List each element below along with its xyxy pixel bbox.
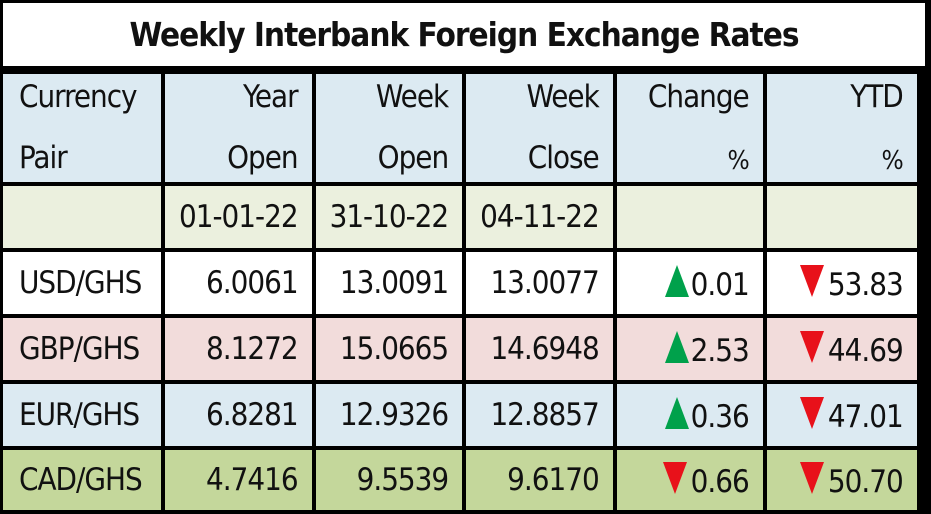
down-arrow-icon (799, 331, 824, 363)
table-row: USD/GHS 6.0061 13.0091 13.0077 0.01 53.8… (3, 252, 917, 314)
header-row: Currency Pair Year Open Week Open Week Close… (3, 74, 917, 182)
change-cell: 0.36 (616, 384, 763, 446)
up-arrow-icon (664, 331, 689, 363)
table-row: CAD/GHS 4.7416 9.5539 9.6170 0.66 50.70 (3, 450, 917, 510)
year-open-cell: 4.7416 (165, 450, 312, 510)
week-open-cell: 13.0091 (315, 252, 463, 314)
up-arrow-icon (664, 265, 689, 297)
header-pair: Currency Pair (3, 74, 161, 182)
date-ytd (766, 186, 917, 248)
table-title: Weekly Interbank Foreign Exchange Rates (3, 3, 925, 66)
week-close-cell: 12.8857 (466, 384, 613, 446)
header-change: Change% (616, 74, 763, 182)
date-week-open: 31-10-22 (315, 186, 463, 248)
date-year-open: 01-01-22 (165, 186, 312, 248)
year-open-cell: 8.1272 (165, 318, 312, 380)
week-close-cell: 14.6948 (466, 318, 613, 380)
week-open-cell: 15.0665 (315, 318, 463, 380)
week-open-cell: 12.9326 (315, 384, 463, 446)
table-row: GBP/GHS 8.1272 15.0665 14.6948 2.53 44.6… (3, 318, 917, 380)
date-week-close: 04-11-22 (466, 186, 613, 248)
header-year-open: Year Open (165, 74, 312, 182)
ytd-cell: 53.83 (766, 252, 917, 314)
header-ytd: YTD% (766, 74, 917, 182)
down-arrow-icon (799, 265, 824, 297)
up-arrow-icon (664, 397, 689, 429)
pair-cell: GBP/GHS (3, 318, 161, 380)
table-row: EUR/GHS 6.8281 12.9326 12.8857 0.36 47.0… (3, 384, 917, 446)
date-change (616, 186, 763, 248)
down-arrow-icon (662, 462, 687, 494)
date-pair (3, 186, 161, 248)
date-row: 01-01-22 31-10-22 04-11-22 (3, 186, 917, 248)
down-arrow-icon (799, 397, 824, 429)
rates-table: Currency Pair Year Open Week Open Week Close… (0, 70, 921, 514)
week-open-cell: 9.5539 (315, 450, 463, 510)
week-close-cell: 9.6170 (466, 450, 613, 510)
change-cell: 0.66 (616, 450, 763, 510)
down-arrow-icon (799, 462, 824, 494)
pair-cell: EUR/GHS (3, 384, 161, 446)
header-week-close: Week Close (466, 74, 613, 182)
change-cell: 2.53 (616, 318, 763, 380)
year-open-cell: 6.0061 (165, 252, 312, 314)
ytd-cell: 44.69 (766, 318, 917, 380)
pair-cell: CAD/GHS (3, 450, 161, 510)
ytd-cell: 50.70 (766, 450, 917, 510)
pair-cell: USD/GHS (3, 252, 161, 314)
week-close-cell: 13.0077 (466, 252, 613, 314)
ytd-cell: 47.01 (766, 384, 917, 446)
change-cell: 0.01 (616, 252, 763, 314)
header-week-open: Week Open (315, 74, 463, 182)
year-open-cell: 6.8281 (165, 384, 312, 446)
